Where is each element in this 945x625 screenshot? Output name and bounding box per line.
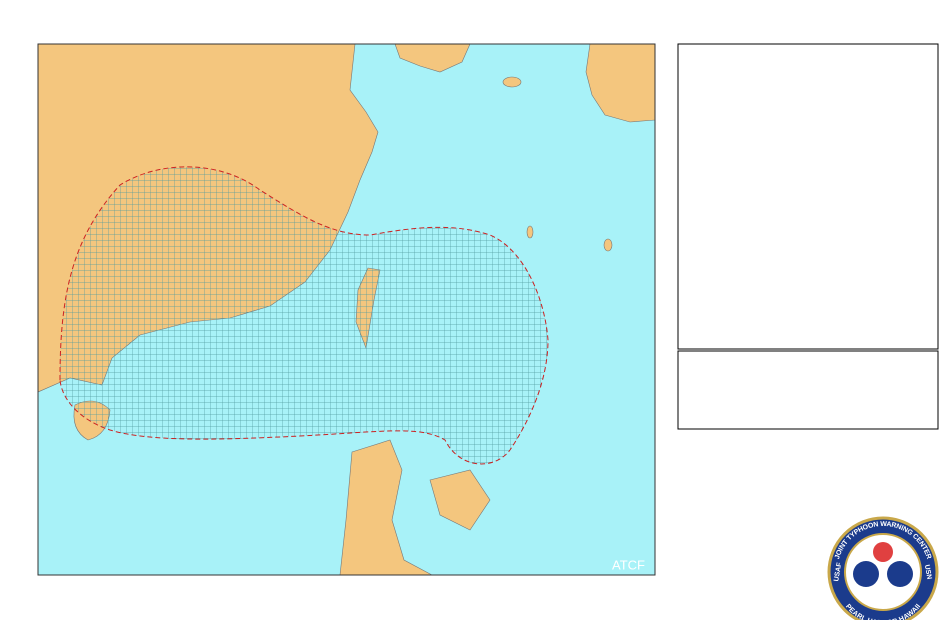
logo-center (844, 533, 922, 611)
warning-box (677, 43, 939, 350)
logo: JOINT TYPHOON WARNING CENTER PEARL HARBO… (827, 516, 939, 625)
credit: ATCF (612, 557, 645, 572)
map: ATCF (38, 44, 655, 575)
logo-badge (887, 561, 913, 587)
legend-box (677, 350, 939, 430)
logo-left: USAF (833, 561, 843, 582)
logo-badge (873, 542, 893, 562)
map-frame (37, 43, 656, 576)
logo-badge (853, 561, 879, 587)
danger-area (59, 166, 549, 465)
logo-right: USN (923, 564, 932, 580)
